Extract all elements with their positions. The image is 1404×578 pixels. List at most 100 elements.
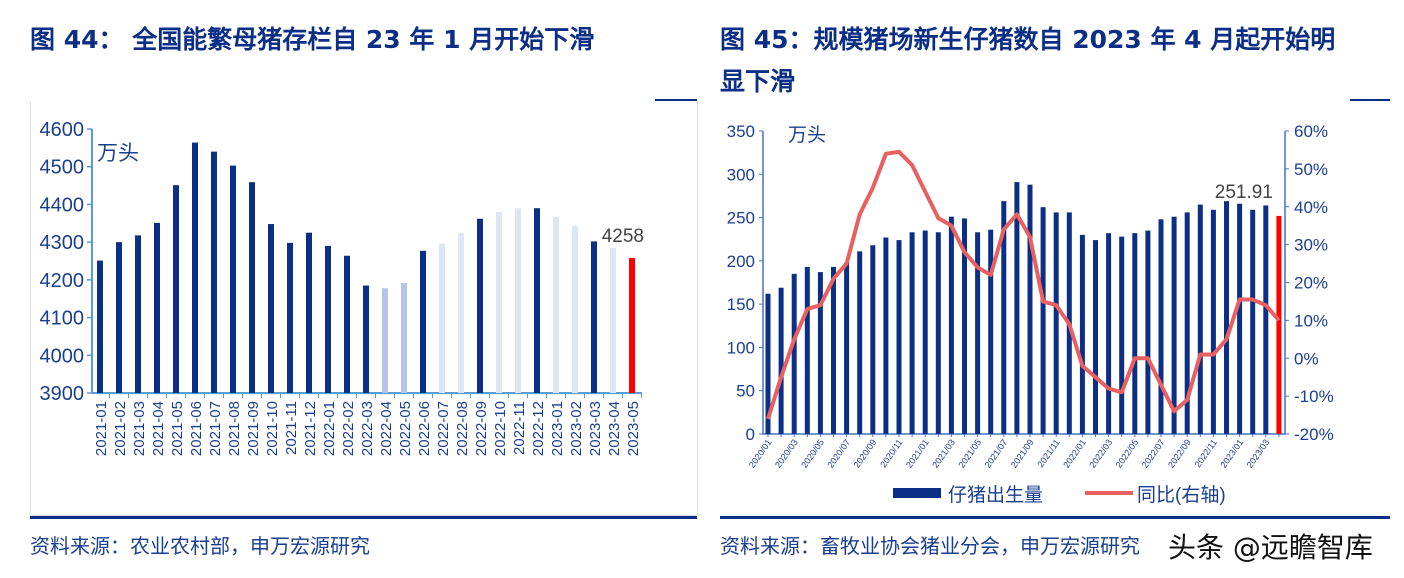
bar bbox=[287, 242, 293, 393]
bar bbox=[363, 285, 369, 393]
y-tick-label: 100 bbox=[727, 338, 755, 357]
bar bbox=[831, 266, 836, 434]
x-tick-label: 2021/05 bbox=[956, 437, 983, 469]
left-title-rule bbox=[655, 99, 697, 101]
left-chart-frame bbox=[30, 101, 698, 516]
x-tick-label: 2021-06 bbox=[188, 401, 205, 456]
bar bbox=[629, 257, 635, 393]
bar bbox=[948, 216, 954, 434]
bar bbox=[1079, 234, 1085, 434]
unit-label: 万头 bbox=[97, 142, 139, 165]
x-tick-label: 2021-10 bbox=[264, 401, 281, 456]
x-tick-label: 2022-12 bbox=[530, 401, 547, 456]
x-tick-label: 2022/01 bbox=[1061, 437, 1088, 469]
y-tick-label: 250 bbox=[727, 209, 755, 228]
y2-tick-label: -20% bbox=[1294, 425, 1334, 444]
bar bbox=[325, 245, 331, 393]
bar bbox=[515, 208, 521, 393]
y-tick-label: 350 bbox=[727, 122, 755, 141]
bar bbox=[1197, 204, 1203, 434]
right-chart: 0 50 100 150 200 250 300 350 -20% -10% 0% 10% 20% 30%… bbox=[727, 122, 1334, 506]
x-tick-label: 2023-04 bbox=[606, 401, 623, 456]
bar bbox=[420, 250, 426, 393]
bar bbox=[268, 224, 274, 393]
y2-tick-label: 0% bbox=[1294, 349, 1319, 368]
x-tick-label: 2022-04 bbox=[378, 401, 395, 456]
bar bbox=[765, 293, 771, 434]
y-tick-label: 200 bbox=[727, 252, 755, 271]
bar bbox=[1040, 207, 1046, 434]
x-tick-label: 2022/07 bbox=[1140, 437, 1167, 469]
data-label: 251.91 bbox=[1215, 182, 1273, 203]
bar bbox=[477, 218, 483, 393]
bar bbox=[534, 208, 540, 393]
x-tick-label: 2021/09 bbox=[1009, 437, 1036, 469]
x-tick-label: 2022/03 bbox=[1087, 437, 1114, 469]
x-tick-label: 2021-05 bbox=[169, 401, 186, 456]
x-tick-label: 2022-10 bbox=[492, 401, 509, 456]
x-tick-label: 2021-02 bbox=[112, 401, 129, 456]
bar bbox=[896, 240, 902, 434]
bar bbox=[1145, 230, 1151, 434]
x-tick-label: 2022/09 bbox=[1166, 437, 1193, 469]
bar bbox=[192, 142, 198, 393]
bar bbox=[154, 222, 160, 393]
left-source: 资料来源：农业农村部，申万宏源研究 bbox=[30, 534, 370, 558]
x-tick-label: 2021/01 bbox=[904, 437, 931, 469]
bar bbox=[173, 185, 179, 393]
x-tick-label: 2022-07 bbox=[435, 401, 452, 456]
x-tick-label: 2020/09 bbox=[852, 437, 879, 469]
bar bbox=[249, 182, 255, 393]
x-tick-label: 2020/03 bbox=[773, 437, 800, 469]
y-tick-label: 4300 bbox=[40, 232, 85, 254]
x-tick-label: 2021-07 bbox=[207, 401, 224, 456]
y-tick-label: 4100 bbox=[40, 308, 85, 330]
bar bbox=[1119, 236, 1125, 434]
x-tick-label: 2021-11 bbox=[283, 401, 300, 455]
x-tick-label: 2022-03 bbox=[359, 401, 376, 456]
x-tick-label: 2022/05 bbox=[1114, 437, 1141, 469]
x-tick-label: 2021-08 bbox=[226, 401, 243, 456]
right-title-rule bbox=[1350, 99, 1390, 101]
bar bbox=[883, 237, 889, 434]
bar bbox=[975, 232, 981, 434]
y2-tick-label: 60% bbox=[1294, 122, 1328, 141]
x-tick-label: 2021/11 bbox=[1035, 437, 1061, 469]
left-bottom-rule bbox=[30, 516, 697, 519]
bar bbox=[1210, 209, 1216, 434]
bar bbox=[922, 230, 928, 434]
bar bbox=[401, 282, 407, 393]
legend-bar-swatch bbox=[893, 488, 941, 498]
y-tick-label: 4000 bbox=[40, 345, 85, 367]
x-tick-label: 2021-09 bbox=[245, 401, 262, 456]
bar bbox=[1053, 212, 1059, 434]
right-source: 资料来源：畜牧业协会猪业分会，申万宏源研究 bbox=[720, 534, 1140, 558]
right-figure-title-line1: 图 45：规模猪场新生仔猪数自 2023 年 4 月起开始明 bbox=[720, 25, 1336, 54]
bar bbox=[591, 241, 597, 393]
bar bbox=[1224, 201, 1229, 434]
bar bbox=[817, 272, 823, 434]
x-tick-label: 2022-11 bbox=[511, 401, 528, 455]
bar bbox=[1263, 205, 1269, 434]
yoy-line bbox=[766, 149, 1281, 420]
x-tick-label: 2022-02 bbox=[340, 401, 357, 456]
bar bbox=[496, 211, 502, 393]
bar bbox=[778, 287, 784, 434]
legend-bar-label: 仔猪出生量 bbox=[948, 484, 1043, 506]
x-tick-label: 2022-06 bbox=[416, 401, 433, 456]
x-tick-label: 2022-05 bbox=[397, 401, 414, 456]
x-tick-label: 2021-04 bbox=[150, 401, 167, 456]
bar bbox=[1106, 233, 1112, 434]
y-tick-label: 0 bbox=[746, 425, 755, 444]
bar bbox=[844, 262, 850, 434]
bar bbox=[935, 232, 941, 434]
x-tick-label: 2021-01 bbox=[93, 401, 110, 456]
y-tick-label: 150 bbox=[727, 295, 755, 314]
bar bbox=[1132, 233, 1138, 434]
bar bbox=[382, 288, 388, 393]
x-tick-label: 2021-03 bbox=[131, 401, 148, 456]
x-tick-label: 2020/05 bbox=[799, 437, 826, 469]
bar bbox=[1184, 212, 1190, 434]
bar bbox=[1093, 240, 1098, 434]
bar bbox=[1276, 215, 1282, 434]
